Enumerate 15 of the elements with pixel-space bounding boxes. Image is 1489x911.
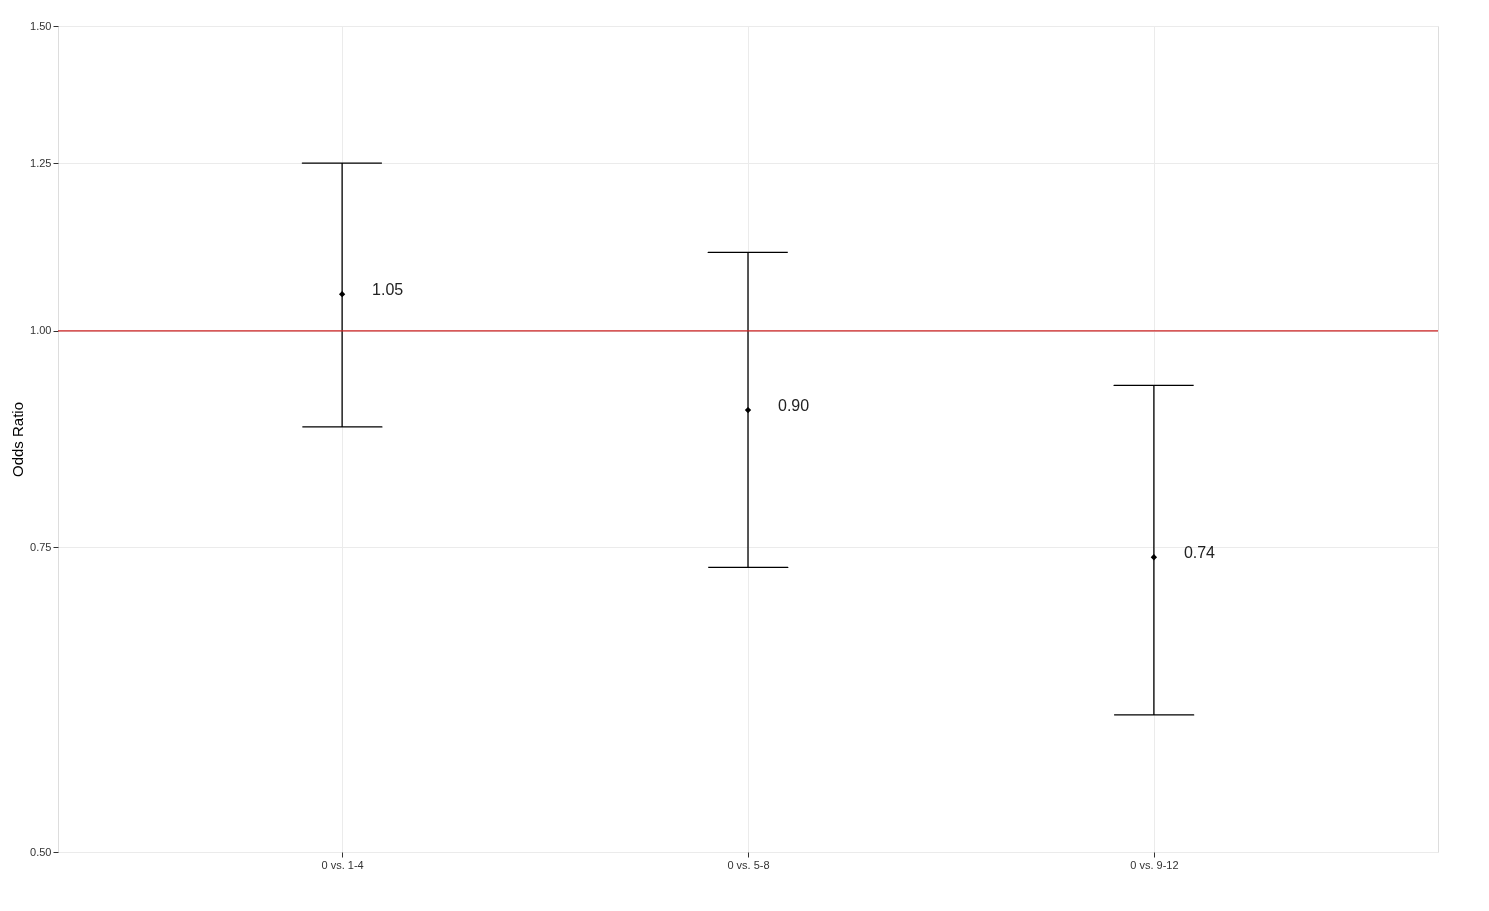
data-label: 0.74 [1183, 544, 1216, 562]
point [744, 406, 752, 414]
y-axis-title: Odds Ratio [9, 401, 27, 478]
y-tick-label: 1.25 [30, 156, 52, 169]
y-tick-label: 0.50 [30, 845, 52, 858]
data-label: 1.05 [372, 281, 404, 299]
x-tick-label: 0 vs. 5-8 [727, 858, 770, 871]
x-tick-label: 0 vs. 1-4 [321, 858, 364, 871]
point [338, 291, 346, 298]
data-label: 0.90 [778, 397, 810, 415]
point [1150, 554, 1158, 561]
x-tick-label: 0 vs. 9-12 [1130, 858, 1179, 871]
y-tick-label: 0.75 [30, 540, 52, 553]
y-tick-label: 1.00 [30, 324, 52, 337]
y-tick-label: 1.50 [30, 19, 52, 32]
